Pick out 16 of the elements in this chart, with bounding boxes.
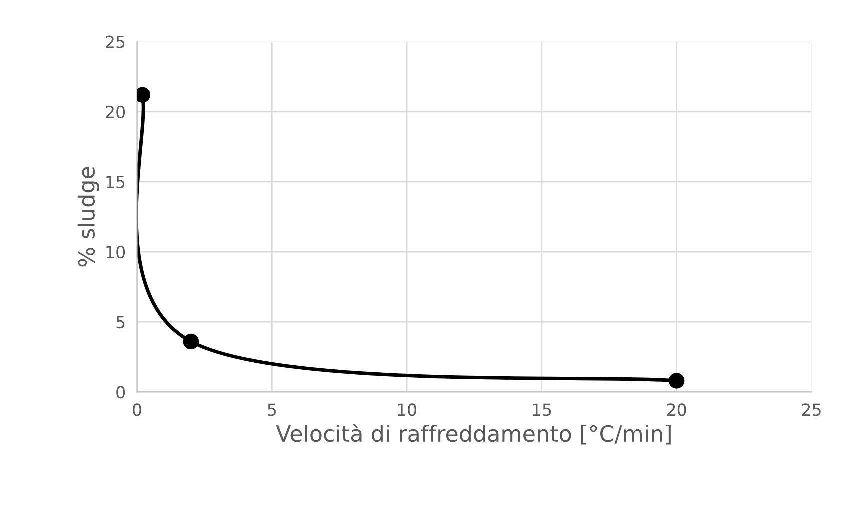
x-tick-label: 10 — [398, 404, 417, 416]
point — [668, 373, 685, 389]
y-tick-label: 10 — [106, 246, 126, 259]
x-tick-label: 20 — [667, 404, 686, 416]
y-axis-title: % sludge — [78, 167, 100, 267]
y-tick-label: 25 — [106, 36, 125, 48]
x-tick-label: 15 — [533, 404, 552, 416]
x-tick-label: 25 — [802, 404, 821, 416]
point — [183, 334, 200, 350]
y-tick-label: 15 — [106, 176, 125, 189]
y-tick-label: 20 — [106, 106, 126, 118]
y-tick-label: 0 — [116, 386, 126, 399]
y-tick-label: 5 — [116, 316, 125, 329]
x-tick-label: 5 — [268, 404, 276, 416]
x-axis-title: Velocità di raffreddamento [°C/min] — [276, 424, 671, 445]
x-tick-label: 0 — [133, 404, 142, 416]
